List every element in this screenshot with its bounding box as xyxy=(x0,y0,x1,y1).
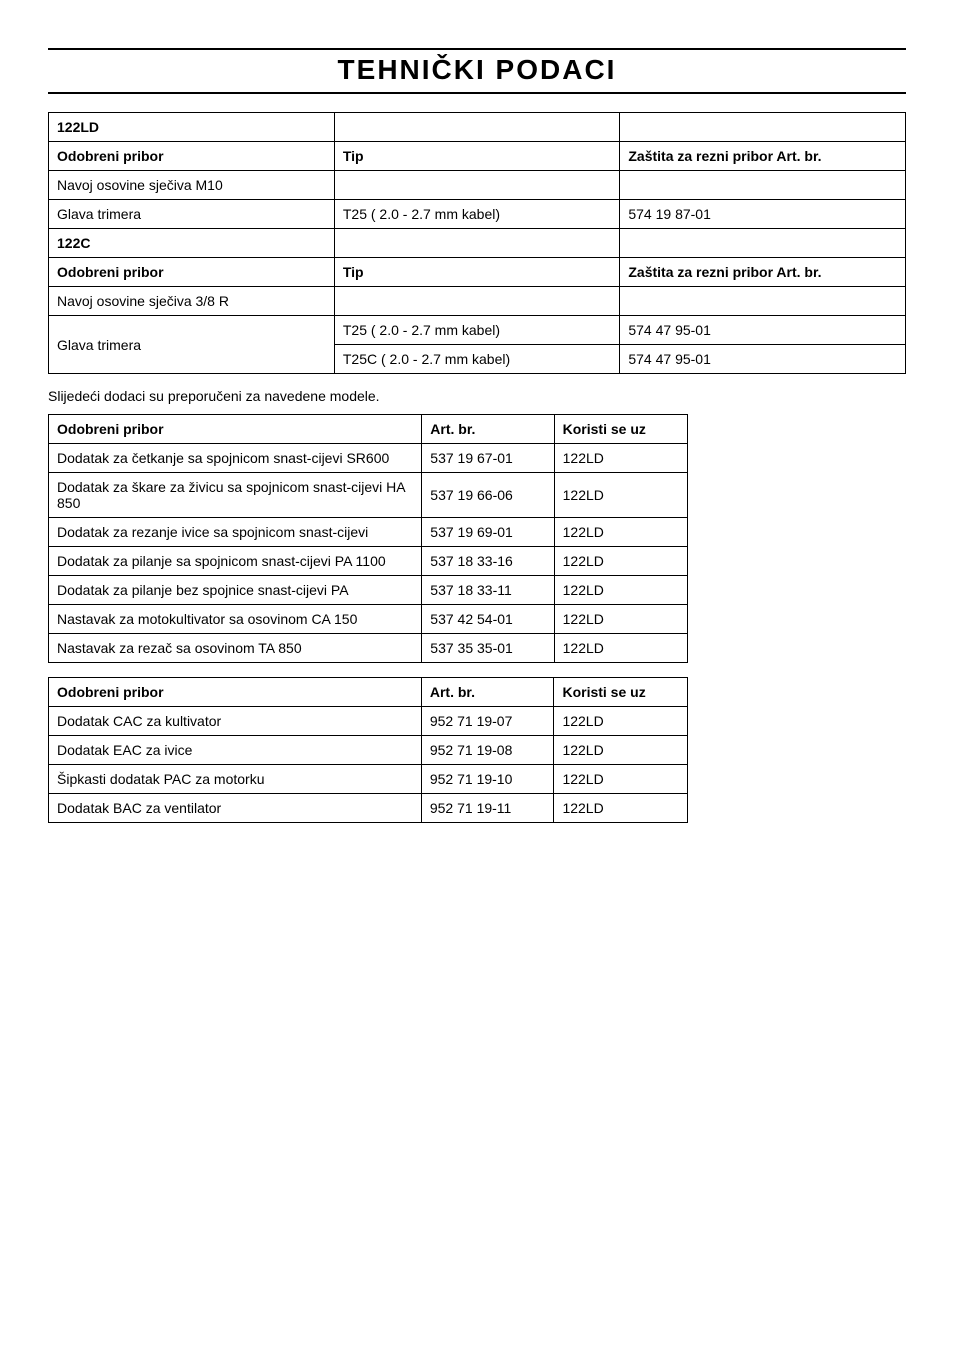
cell: 122LD xyxy=(554,576,687,605)
table-row: Glava trimera T25 ( 2.0 - 2.7 mm kabel) … xyxy=(49,200,906,229)
header-cell: Art. br. xyxy=(421,678,554,707)
table-accessories-1: Odobreni pribor Art. br. Koristi se uz D… xyxy=(48,414,688,663)
cell: 574 47 95-01 xyxy=(620,316,906,345)
table-row: Dodatak BAC za ventilator 952 71 19-11 1… xyxy=(49,794,688,823)
table-row: Dodatak CAC za kultivator 952 71 19-07 1… xyxy=(49,707,688,736)
header-cell: Odobreni pribor xyxy=(49,142,335,171)
cell: 537 19 66-06 xyxy=(422,473,554,518)
cell: 574 47 95-01 xyxy=(620,345,906,374)
table-models: 122LD Odobreni pribor Tip Zaštita za rez… xyxy=(48,112,906,374)
table-row: Dodatak za pilanje bez spojnice snast-ci… xyxy=(49,576,688,605)
cell: Dodatak CAC za kultivator xyxy=(49,707,422,736)
cell: 537 42 54-01 xyxy=(422,605,554,634)
cell xyxy=(334,287,620,316)
table-row: Glava trimera T25 ( 2.0 - 2.7 mm kabel) … xyxy=(49,316,906,345)
table-row: Dodatak EAC za ivice 952 71 19-08 122LD xyxy=(49,736,688,765)
cell: Navoj osovine sječiva M10 xyxy=(49,171,335,200)
header-cell: Tip xyxy=(334,258,620,287)
cell: 122LD xyxy=(554,444,687,473)
cell: 952 71 19-07 xyxy=(421,707,554,736)
model-label: 122LD xyxy=(49,113,335,142)
cell: Dodatak za pilanje sa spojnicom snast-ci… xyxy=(49,547,422,576)
cell: 952 71 19-10 xyxy=(421,765,554,794)
table-row: Šipkasti dodatak PAC za motorku 952 71 1… xyxy=(49,765,688,794)
table-row: Nastavak za motokultivator sa osovinom C… xyxy=(49,605,688,634)
cell: 537 18 33-11 xyxy=(422,576,554,605)
cell xyxy=(334,171,620,200)
cell: Dodatak za pilanje bez spojnice snast-ci… xyxy=(49,576,422,605)
cell: 537 18 33-16 xyxy=(422,547,554,576)
cell: 122LD xyxy=(554,518,687,547)
cell: 574 19 87-01 xyxy=(620,200,906,229)
cell: Šipkasti dodatak PAC za motorku xyxy=(49,765,422,794)
table-row: Dodatak za pilanje sa spojnicom snast-ci… xyxy=(49,547,688,576)
cell: 122LD xyxy=(554,794,688,823)
table-row: Navoj osovine sječiva 3/8 R xyxy=(49,287,906,316)
cell: 122LD xyxy=(554,605,687,634)
cell: 122LD xyxy=(554,707,688,736)
header-cell: Art. br. xyxy=(422,415,554,444)
cell: 952 71 19-11 xyxy=(421,794,554,823)
cell xyxy=(334,229,620,258)
cell: 122LD xyxy=(554,634,687,663)
title-rule: TEHNIČKI PODACI xyxy=(48,48,906,94)
cell: Glava trimera xyxy=(49,200,335,229)
table-row: Odobreni pribor Tip Zaštita za rezni pri… xyxy=(49,258,906,287)
table-row: Odobreni pribor Art. br. Koristi se uz xyxy=(49,678,688,707)
cell: 537 19 69-01 xyxy=(422,518,554,547)
cell: Navoj osovine sječiva 3/8 R xyxy=(49,287,335,316)
cell: 537 35 35-01 xyxy=(422,634,554,663)
cell: 122LD xyxy=(554,736,688,765)
cell: 122LD xyxy=(554,473,687,518)
cell xyxy=(334,113,620,142)
header-cell: Odobreni pribor xyxy=(49,678,422,707)
cell: Dodatak za škare za živicu sa spojnicom … xyxy=(49,473,422,518)
cell: Dodatak za rezanje ivice sa spojnicom sn… xyxy=(49,518,422,547)
cell: 537 19 67-01 xyxy=(422,444,554,473)
cell: T25 ( 2.0 - 2.7 mm kabel) xyxy=(334,316,620,345)
cell: Dodatak EAC za ivice xyxy=(49,736,422,765)
table-row: 122LD xyxy=(49,113,906,142)
table-row: Dodatak za četkanje sa spojnicom snast-c… xyxy=(49,444,688,473)
cell: Dodatak za četkanje sa spojnicom snast-c… xyxy=(49,444,422,473)
cell: 122LD xyxy=(554,765,688,794)
table-row: 122C xyxy=(49,229,906,258)
cell: Nastavak za rezač sa osovinom TA 850 xyxy=(49,634,422,663)
table-row: Dodatak za rezanje ivice sa spojnicom sn… xyxy=(49,518,688,547)
table-row: Odobreni pribor Art. br. Koristi se uz xyxy=(49,415,688,444)
table-row: Nastavak za rezač sa osovinom TA 850 537… xyxy=(49,634,688,663)
table-row: Dodatak za škare za živicu sa spojnicom … xyxy=(49,473,688,518)
cell: Glava trimera xyxy=(49,316,335,374)
header-cell: Zaštita za rezni pribor Art. br. xyxy=(620,142,906,171)
table-row: Navoj osovine sječiva M10 xyxy=(49,171,906,200)
header-cell: Koristi se uz xyxy=(554,415,687,444)
header-cell: Zaštita za rezni pribor Art. br. xyxy=(620,258,906,287)
header-cell: Odobreni pribor xyxy=(49,415,422,444)
cell xyxy=(620,113,906,142)
model-label: 122C xyxy=(49,229,335,258)
cell: T25C ( 2.0 - 2.7 mm kabel) xyxy=(334,345,620,374)
table-row: Odobreni pribor Tip Zaštita za rezni pri… xyxy=(49,142,906,171)
cell xyxy=(620,229,906,258)
cell xyxy=(620,287,906,316)
header-cell: Odobreni pribor xyxy=(49,258,335,287)
cell: 122LD xyxy=(554,547,687,576)
note-text: Slijedeći dodaci su preporučeni za naved… xyxy=(48,388,906,404)
page-title: TEHNIČKI PODACI xyxy=(48,50,906,92)
header-cell: Tip xyxy=(334,142,620,171)
cell: 952 71 19-08 xyxy=(421,736,554,765)
header-cell: Koristi se uz xyxy=(554,678,688,707)
table-accessories-2: Odobreni pribor Art. br. Koristi se uz D… xyxy=(48,677,688,823)
cell: T25 ( 2.0 - 2.7 mm kabel) xyxy=(334,200,620,229)
cell: Dodatak BAC za ventilator xyxy=(49,794,422,823)
cell xyxy=(620,171,906,200)
cell: Nastavak za motokultivator sa osovinom C… xyxy=(49,605,422,634)
